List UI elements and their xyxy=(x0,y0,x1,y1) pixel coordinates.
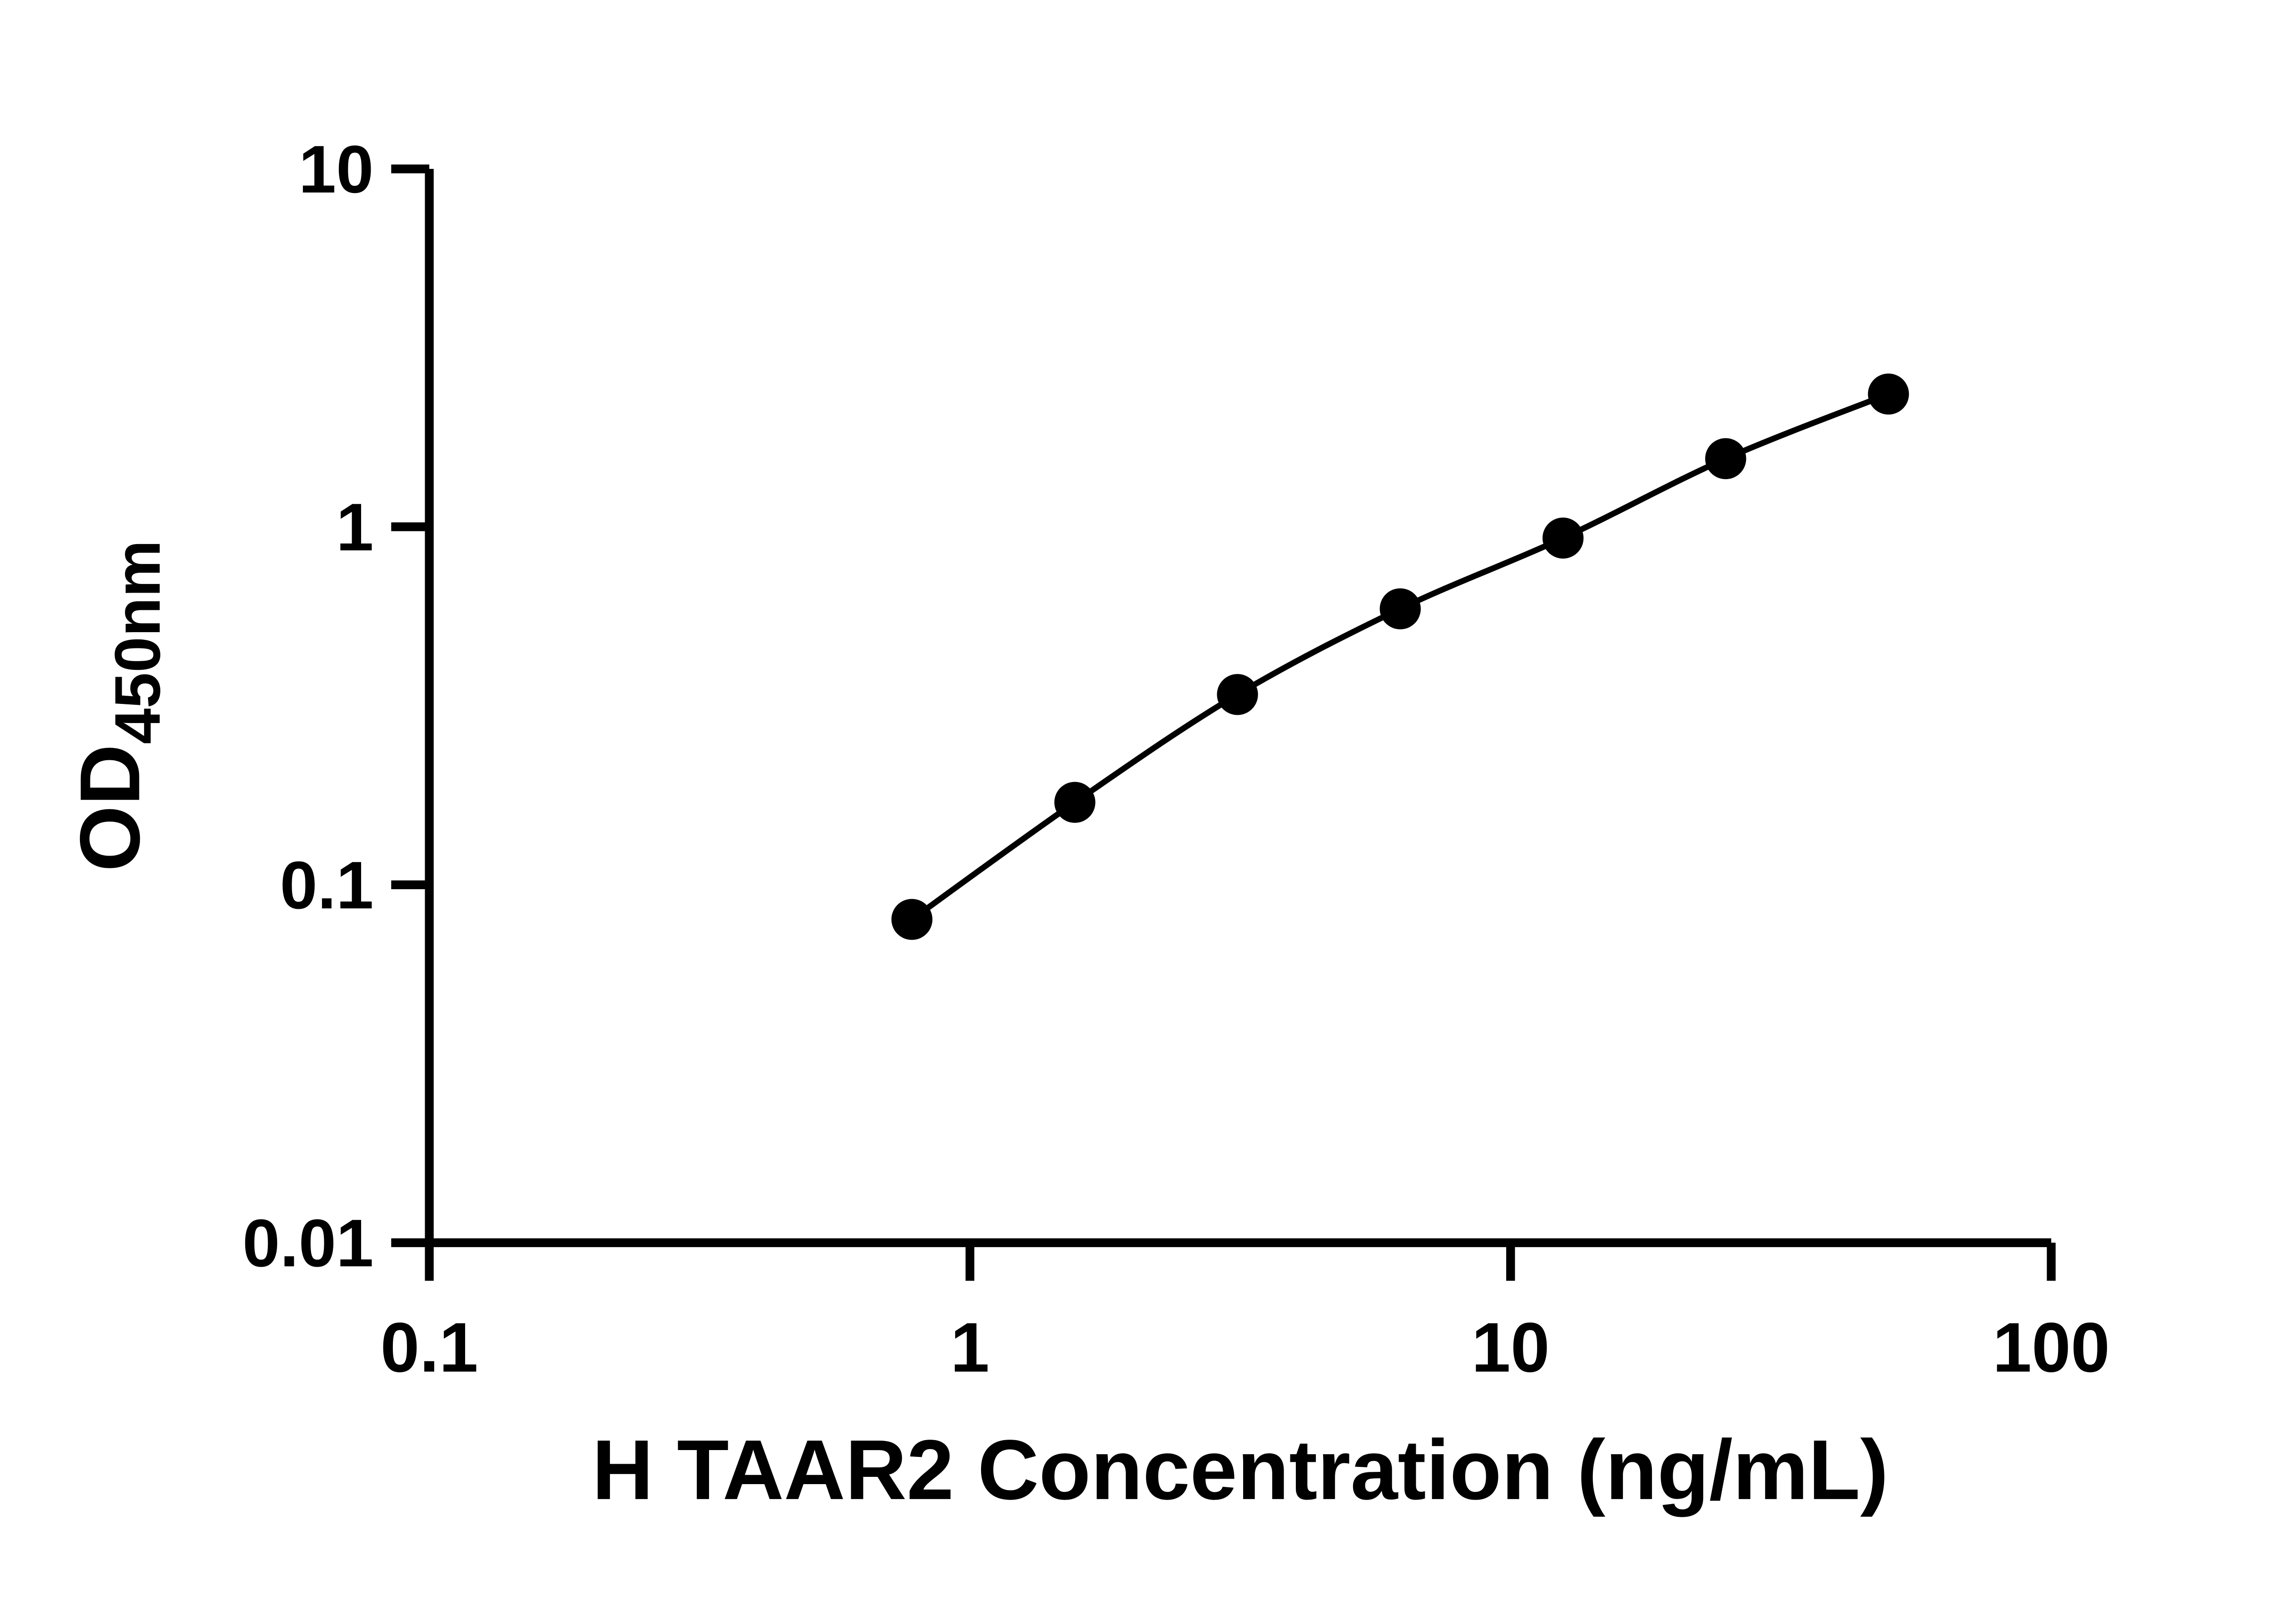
x-axis-tick-label: 100 xyxy=(1993,1308,2110,1386)
data-point-marker xyxy=(891,899,932,940)
data-point-marker xyxy=(1217,674,1258,715)
y-axis-title-subscript: 450nm xyxy=(102,540,174,744)
x-axis-title: H TAAR2 Concentration (ng/mL) xyxy=(592,1422,1889,1517)
standard-curve-line xyxy=(910,391,1890,922)
y-axis-tick-label: 0.1 xyxy=(280,848,373,923)
y-axis-title: OD450nm xyxy=(62,540,174,871)
y-axis-tick-label: 1 xyxy=(336,490,374,565)
elisa-standard-curve-figure: 0.01 0.1 1 10 0.1 1 10 100 H TAAR2 Concentration… xyxy=(0,26,2271,1598)
data-point-marker xyxy=(1054,782,1096,823)
x-axis-tick-label: 10 xyxy=(1472,1308,1550,1386)
y-axis-tick-label: 10 xyxy=(299,132,374,207)
data-point-marker xyxy=(1868,373,1909,415)
x-axis-tick-label: 1 xyxy=(950,1308,989,1386)
data-point-marker xyxy=(1705,438,1746,480)
y-axis-tick-label: 0.01 xyxy=(243,1206,374,1281)
data-point-marker xyxy=(1379,588,1421,629)
y-axis-title-main: OD xyxy=(62,744,157,872)
data-point-marker xyxy=(1542,517,1584,559)
x-axis-tick-label: 0.1 xyxy=(381,1308,478,1386)
